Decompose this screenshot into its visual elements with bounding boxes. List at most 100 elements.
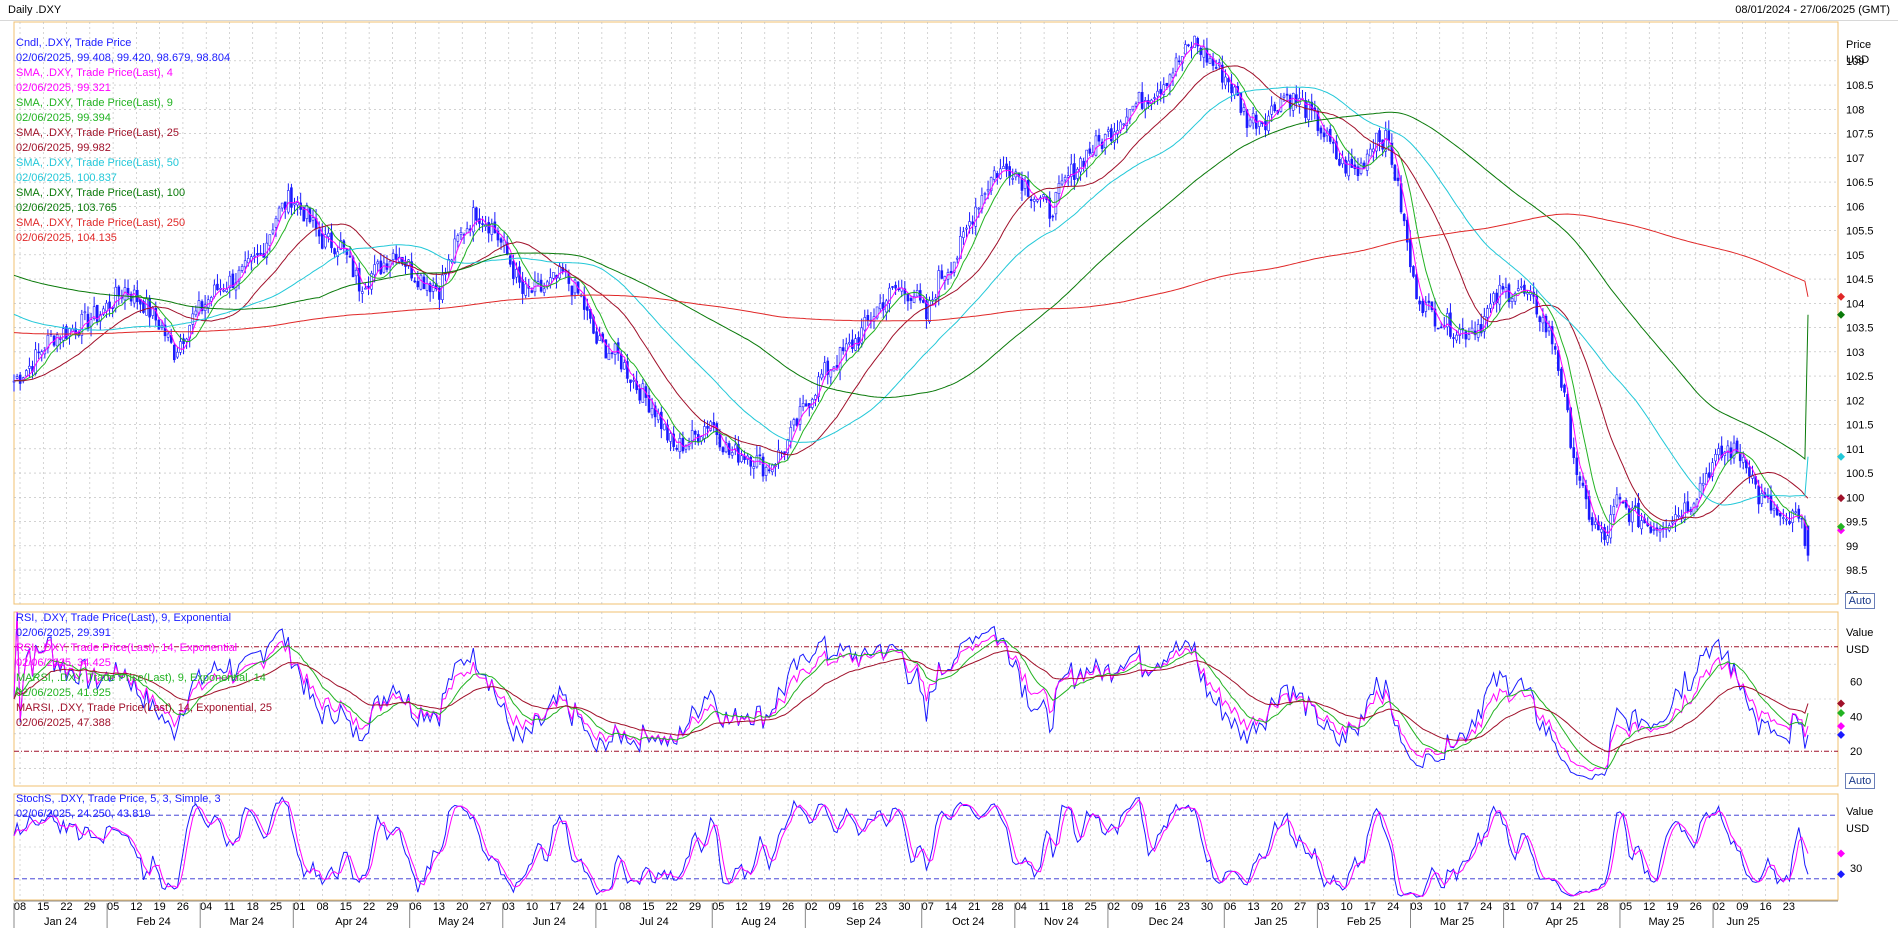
candle-body	[1578, 476, 1582, 481]
x-tick-label: 30	[898, 901, 910, 913]
candle-body	[1036, 199, 1039, 202]
legend-series-name[interactable]: StochS, .DXY, Trade Price, 5, 3, Simple,…	[16, 793, 221, 805]
x-tick-label: 10	[1434, 901, 1446, 913]
month-label: Feb 24	[137, 916, 171, 928]
x-tick-label: 09	[1131, 901, 1143, 913]
candle-body	[1214, 67, 1218, 69]
candle-body	[1507, 284, 1511, 303]
rsi-axis-unit: USD	[1846, 644, 1870, 656]
x-tick-label: 19	[1666, 901, 1678, 913]
x-tick-label: 29	[386, 901, 398, 913]
candle-body	[619, 354, 623, 370]
candle-body	[271, 229, 275, 234]
candle-body	[1295, 94, 1298, 104]
candle-body	[1307, 102, 1310, 121]
candle-body	[1708, 472, 1711, 478]
rsi-tick-label: 40	[1850, 711, 1862, 723]
candle-body	[549, 277, 552, 285]
candle-body	[955, 257, 959, 260]
legend-series-name[interactable]: SMA, .DXY, Trade Price(Last), 9	[16, 97, 173, 109]
candle-body	[524, 283, 527, 296]
x-tick-label: 02	[805, 901, 817, 913]
candle-body	[1224, 76, 1227, 86]
candle-body	[952, 261, 956, 273]
candle-body	[653, 405, 657, 418]
candle-body	[912, 295, 916, 303]
candle-body	[228, 275, 232, 288]
legend-series-name[interactable]: SMA, .DXY, Trade Price(Last), 25	[16, 127, 180, 139]
candle-body	[1069, 163, 1073, 177]
candle-body	[1066, 175, 1070, 178]
legend-series-name[interactable]: RSI, .DXY, Trade Price(Last), 14, Expone…	[16, 642, 238, 654]
price-tick-label: 103	[1846, 347, 1864, 359]
candle-body	[1131, 105, 1135, 110]
candle-body	[1714, 454, 1717, 462]
candle-body	[866, 315, 870, 321]
candle-body	[1122, 123, 1125, 126]
candle-body	[508, 255, 512, 265]
candle-body	[1005, 163, 1008, 170]
candle-body	[604, 339, 608, 359]
candle-body	[1535, 295, 1539, 315]
candle-body	[40, 351, 44, 356]
candle-body	[117, 286, 121, 297]
candle-body	[246, 258, 250, 264]
candle-body	[336, 251, 339, 258]
month-label: Jun 24	[533, 916, 566, 928]
x-tick-label: 22	[666, 901, 678, 913]
legend-series-value: 02/06/2025, 34.425	[16, 657, 111, 669]
legend-series-name[interactable]: SMA, .DXY, Trade Price(Last), 250	[16, 217, 186, 229]
candle-body	[1039, 197, 1042, 200]
candle-body	[1137, 92, 1141, 103]
candle-body	[841, 347, 845, 352]
candle-body	[209, 297, 213, 302]
candle-body	[1575, 457, 1579, 475]
legend-series-name[interactable]: SMA, .DXY, Trade Price(Last), 50	[16, 157, 180, 169]
x-tick-label: 30	[1201, 901, 1213, 913]
x-tick-label: 26	[782, 901, 794, 913]
candle-body	[357, 268, 361, 292]
legend-series-name[interactable]: SMA, .DXY, Trade Price(Last), 100	[16, 187, 186, 199]
candle-body	[1199, 47, 1203, 55]
candle-body	[487, 222, 491, 234]
candle-body	[989, 177, 993, 191]
price-auto-button[interactable]: Auto	[1845, 593, 1875, 609]
candle-body	[296, 202, 299, 206]
x-tick-label: 09	[1736, 901, 1748, 913]
candle-body	[598, 335, 601, 341]
candle-body	[623, 362, 626, 370]
candle-body	[1597, 521, 1600, 531]
candle-body	[863, 317, 867, 331]
candle-body	[1464, 331, 1468, 340]
candle-body	[1187, 44, 1190, 47]
legend-series-name[interactable]: SMA, .DXY, Trade Price(Last), 4	[16, 67, 173, 79]
candle-body	[216, 283, 219, 291]
legend-series-name[interactable]: RSI, .DXY, Trade Price(Last), 9, Exponen…	[16, 612, 232, 624]
candle-body	[453, 238, 457, 263]
legend-series-name[interactable]: MARSI, .DXY, Trade Price(Last), 9, Expon…	[16, 672, 266, 684]
candle-body	[1042, 194, 1045, 198]
candle-body	[1618, 496, 1622, 500]
candle-body	[752, 466, 756, 469]
rsi-9-line-marker	[1837, 730, 1845, 739]
legend-series-name[interactable]: MARSI, .DXY, Trade Price(Last), 14, Expo…	[16, 702, 272, 714]
month-label: Mar 24	[230, 916, 264, 928]
candle-body	[1023, 180, 1027, 189]
candle-body	[37, 351, 40, 354]
legend-series-name[interactable]: Cndl, .DXY, Trade Price	[16, 37, 132, 49]
candle-body	[1335, 141, 1338, 160]
x-tick-label: 07	[922, 901, 934, 913]
candle-body	[89, 319, 93, 327]
candle-body	[317, 229, 321, 237]
price-tick-label: 100.5	[1846, 468, 1874, 480]
candle-body	[157, 319, 161, 330]
price-tick-label: 105	[1846, 250, 1864, 262]
candle-body	[1378, 130, 1381, 142]
month-label: Sep 24	[846, 916, 881, 928]
candle-body	[28, 365, 31, 369]
rsi-auto-button[interactable]: Auto	[1845, 773, 1875, 789]
candle-body	[253, 255, 256, 258]
candle-body	[660, 411, 663, 430]
candle-body	[906, 293, 910, 302]
